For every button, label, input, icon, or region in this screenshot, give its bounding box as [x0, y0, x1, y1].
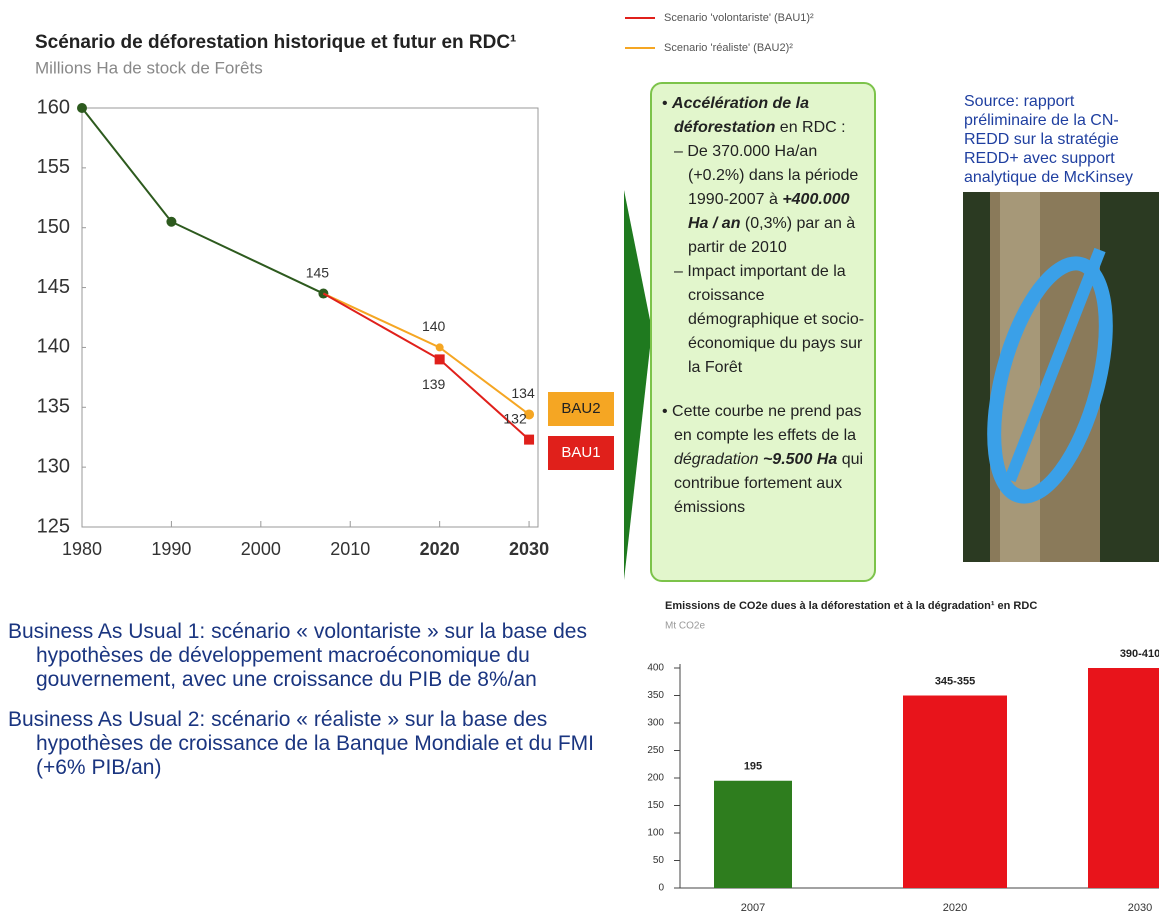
x-tick-label: 2000	[241, 539, 281, 559]
text-run: +400.000 Ha / an	[688, 191, 850, 232]
y-tick-label: 140	[37, 336, 70, 358]
note: Business As Usual 2: scénario « réaliste…	[8, 708, 595, 779]
data-label: 140	[422, 318, 446, 334]
data-label: 134	[511, 385, 535, 401]
text-run: Accélération de la déforestation	[672, 95, 809, 136]
bullet-list: Accélération de la déforestation en RDC …	[660, 92, 866, 520]
chart-subtitle: Mt CO2e	[665, 621, 705, 632]
data-label: 139	[422, 376, 446, 392]
y-tick-label: 155	[37, 156, 70, 178]
photo	[963, 192, 1159, 562]
notes: Business As Usual 1: scénario « volontar…	[8, 620, 598, 796]
x-tick-label: 2007	[741, 902, 765, 914]
text-box: Accélération de la déforestation en RDC …	[650, 82, 876, 582]
text-run: Cette courbe ne prend pas en compte les …	[672, 403, 862, 444]
tag-box	[548, 436, 614, 470]
y-tick-label: 145	[37, 276, 70, 298]
line	[81, 107, 324, 295]
y-tick-label: 0	[658, 883, 664, 894]
y-tick-label: 160	[37, 96, 70, 118]
y-tick-label: 130	[37, 455, 70, 477]
marker	[524, 434, 535, 445]
y-tick-label: 350	[647, 690, 664, 701]
data-label: 345-355	[935, 675, 975, 687]
text-run: en RDC :	[775, 119, 846, 136]
x-tick-label: 1990	[151, 539, 191, 559]
y-tick-label: 150	[37, 216, 70, 238]
text-run: ~9.500 Ha	[758, 451, 838, 468]
text-run: dégradation	[674, 451, 759, 468]
sub-list: De 370.000 Ha/an (+0.2%) dans la période…	[674, 140, 866, 380]
data-label: 390-410	[1120, 648, 1159, 660]
bar	[1088, 668, 1159, 888]
x-tick-label: 2030	[509, 539, 549, 559]
tag-label: BAU2	[561, 400, 600, 417]
y-tick-label: 400	[647, 663, 664, 674]
y-tick-label: 200	[647, 773, 664, 784]
x-tick-label: 1980	[62, 539, 102, 559]
text-run: Impact important de la croissance démogr…	[687, 263, 865, 376]
data-label: 195	[744, 761, 762, 773]
legend-label: Scenario 'réaliste' (BAU2)²	[664, 42, 793, 54]
y-tick-label: 50	[653, 855, 665, 866]
chart-title: Emissions de CO2e dues à la déforestatio…	[665, 600, 1037, 612]
bullet: Cette courbe ne prend pas en compte les …	[672, 400, 866, 520]
marker	[434, 354, 445, 365]
marker	[166, 216, 177, 227]
legend-label: Scenario 'volontariste' (BAU1)²	[664, 12, 814, 24]
y-tick-label: 100	[647, 828, 664, 839]
tag-label: BAU1	[561, 444, 600, 461]
note: Business As Usual 1: scénario « volontar…	[8, 620, 587, 691]
text-run: (0,3%) par an à partir de 2010	[688, 215, 856, 256]
marker	[435, 343, 444, 352]
text-run: De 370.000 Ha/an (+0.2%) dans la période…	[687, 143, 859, 208]
data-label: 145	[306, 264, 330, 280]
source: Source: rapport préliminaire de la CN-RE…	[964, 93, 1133, 186]
x-tick-label: 2020	[420, 539, 460, 559]
marker	[524, 409, 535, 420]
x-tick-label: 2020	[943, 902, 967, 914]
chart-subtitle: Millions Ha de stock de Forêts	[35, 58, 263, 77]
line	[322, 292, 530, 441]
text-run: qui contribue fortement aux émissions	[674, 451, 864, 516]
y-tick-label: 300	[647, 718, 664, 729]
chart-title: Scénario de déforestation historique et …	[35, 32, 516, 53]
tag-box	[548, 392, 614, 426]
plot-frame	[81, 107, 539, 528]
x-tick-label: 2010	[330, 539, 370, 559]
sub-bullet: De 370.000 Ha/an (+0.2%) dans la période…	[687, 140, 866, 260]
bar	[903, 695, 1007, 888]
bullet: Accélération de la déforestation en RDC …	[672, 92, 866, 380]
data-label: 132	[503, 410, 527, 426]
arrow	[624, 190, 652, 580]
bar	[714, 780, 792, 888]
x-tick-label: 2030	[1128, 902, 1152, 914]
marker	[77, 103, 87, 113]
sub-bullet: Impact important de la croissance démogr…	[687, 260, 866, 380]
y-tick-label: 150	[647, 800, 664, 811]
y-tick-label: 125	[37, 515, 70, 537]
y-tick-label: 135	[37, 396, 70, 418]
y-tick-label: 250	[647, 745, 664, 756]
